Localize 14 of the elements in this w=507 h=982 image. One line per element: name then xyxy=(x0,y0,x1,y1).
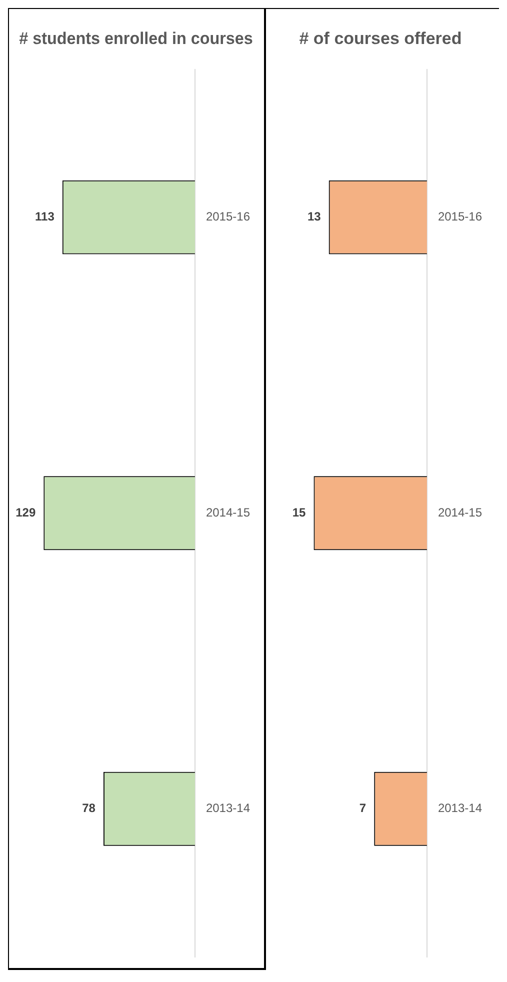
data-label: 129 xyxy=(16,505,36,520)
y-tick-label: 2015-16 xyxy=(438,210,482,224)
data-label: 113 xyxy=(35,210,55,224)
y-tick-label: 2014-15 xyxy=(206,505,250,520)
y-tick-label: 2013-14 xyxy=(206,801,250,816)
y-tick-label: 2015-16 xyxy=(206,210,250,224)
chart-title: # of courses offered xyxy=(299,28,462,48)
data-label: 15 xyxy=(292,505,306,520)
data-label: 7 xyxy=(359,801,366,816)
data-label: 13 xyxy=(307,210,322,224)
data-label: 78 xyxy=(82,801,96,816)
y-tick-label: 2014-15 xyxy=(438,505,482,520)
y-tick-label: 2013-14 xyxy=(438,801,482,816)
chart-title: # students enrolled in courses xyxy=(19,28,253,48)
